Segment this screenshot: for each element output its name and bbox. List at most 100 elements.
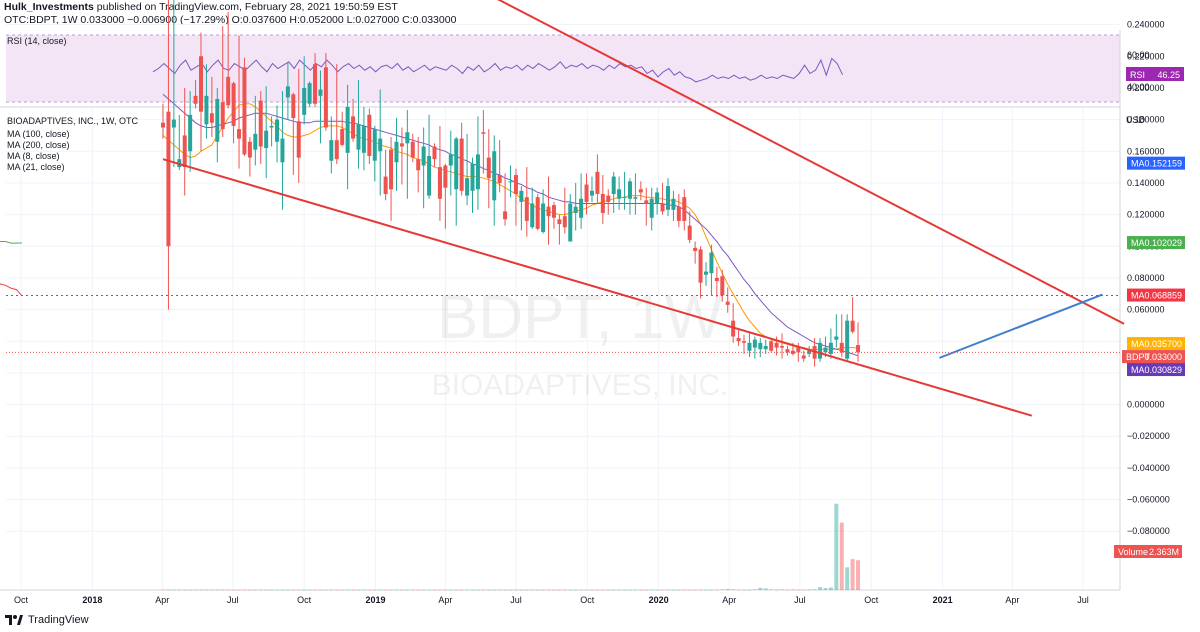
price-label-name: MA xyxy=(1131,159,1145,169)
time-tick-label: Jul xyxy=(1077,595,1089,605)
legend-symbol[interactable]: BIOADAPTIVES, INC., 1W, OTC xyxy=(7,116,139,126)
volume-bar xyxy=(524,589,529,591)
volume-bar xyxy=(568,589,573,591)
candle-body xyxy=(839,342,844,353)
volume-bar xyxy=(796,589,801,591)
candle-body xyxy=(383,176,388,195)
currency-label: USD xyxy=(1126,115,1146,125)
price-tick-label: 0.220000 xyxy=(1127,51,1165,61)
volume-bar xyxy=(237,589,242,591)
volume-bar xyxy=(508,589,513,591)
candle-body xyxy=(285,86,290,98)
candle-body xyxy=(693,247,698,251)
volume-bar xyxy=(763,588,768,590)
candle-body xyxy=(752,339,757,348)
volume-bar xyxy=(437,589,442,591)
rsi-tick-60: 60.00 xyxy=(1127,50,1150,60)
price-label-badge xyxy=(1127,236,1185,250)
volume-bar xyxy=(513,589,518,591)
author-name[interactable]: Hulk_Investments xyxy=(4,1,94,13)
candle-body xyxy=(519,190,524,202)
rsi-tick-40: 40.00 xyxy=(1127,82,1150,92)
candle-body xyxy=(405,132,410,144)
volume-bar xyxy=(275,589,280,591)
volume-bar xyxy=(161,589,165,591)
candle-body xyxy=(698,249,703,283)
symbol-watermark: BDPT, 1W BIOADAPTIVES, INC. xyxy=(432,283,729,402)
candle-body xyxy=(682,197,687,221)
volume-bar xyxy=(747,589,752,591)
volume-bar xyxy=(617,589,622,591)
candle-body xyxy=(665,186,670,210)
price-label-name: MA xyxy=(1131,238,1145,248)
volume-bar xyxy=(562,589,567,591)
legend-ma21[interactable]: MA (21, close) xyxy=(7,162,65,172)
volume-bar xyxy=(638,589,643,591)
price-label-badge xyxy=(1122,350,1185,364)
candle-body xyxy=(503,211,508,220)
candle-body xyxy=(193,95,198,104)
candle-body xyxy=(633,197,638,199)
candle-body xyxy=(253,133,258,150)
volume-bar xyxy=(459,589,464,591)
candle-body xyxy=(437,167,442,199)
volume-bar xyxy=(687,589,692,591)
volume-bar xyxy=(231,589,236,591)
candle-body xyxy=(280,138,285,163)
volume-bar xyxy=(323,589,328,591)
candle-body xyxy=(508,181,513,183)
candle-body xyxy=(709,252,714,274)
price-tick-label: 0.180000 xyxy=(1127,115,1165,125)
trendlines[interactable] xyxy=(6,0,1125,417)
candle-body xyxy=(513,175,518,195)
footer-brand[interactable]: TradingView xyxy=(28,614,89,626)
time-tick-label: 2019 xyxy=(366,595,386,605)
volume-bar xyxy=(340,589,345,591)
candle-body xyxy=(448,154,453,166)
volume-bar xyxy=(302,589,307,591)
volume-bar xyxy=(394,589,399,591)
volume-bar xyxy=(361,589,366,591)
candle-body xyxy=(161,122,165,128)
legend-ma200[interactable]: MA (200, close) xyxy=(7,140,70,150)
candle-body xyxy=(611,176,616,195)
price-tick-label: −0.080000 xyxy=(1127,526,1170,536)
candle-body xyxy=(399,143,404,147)
volume-bar xyxy=(530,589,535,591)
candle-body xyxy=(367,114,372,157)
volume-bar xyxy=(421,589,426,591)
volume-bar xyxy=(247,589,252,591)
volume-bar xyxy=(606,589,611,591)
candle-body xyxy=(785,349,790,353)
candle-body xyxy=(546,206,551,217)
candle-body xyxy=(595,171,600,195)
volume-bar xyxy=(541,589,546,591)
candle-body xyxy=(372,129,377,161)
volume-bar xyxy=(856,560,861,590)
candle-body xyxy=(687,225,692,240)
candle-body xyxy=(258,100,263,147)
volume-bar xyxy=(655,589,660,591)
time-tick-label: Apr xyxy=(722,595,736,605)
candle-body xyxy=(443,165,448,188)
candle-body xyxy=(470,163,475,191)
price-label-name: Volume xyxy=(1118,547,1148,557)
volume-bar xyxy=(465,589,470,591)
volume-bar xyxy=(714,589,719,591)
candle-body xyxy=(568,203,573,242)
time-tick-label: Jul xyxy=(794,595,806,605)
candle-body xyxy=(334,140,339,160)
candle-body xyxy=(329,140,334,161)
volume-bar xyxy=(226,589,231,591)
candle-body xyxy=(801,355,806,359)
price-label-name: MA xyxy=(1131,365,1145,375)
candle-body xyxy=(704,271,708,275)
legend-ma100[interactable]: MA (100, close) xyxy=(7,129,70,139)
candle-body xyxy=(361,125,366,153)
legend-ma8[interactable]: MA (8, close) xyxy=(7,151,60,161)
time-axis[interactable]: Oct 2018 Apr Jul Oct 2019 Apr Jul Oct 2020 Apr Jul O… xyxy=(14,595,1089,605)
candle-body xyxy=(313,64,318,104)
price-label-value: 0.035700 xyxy=(1144,339,1182,349)
candle-body xyxy=(562,216,567,228)
